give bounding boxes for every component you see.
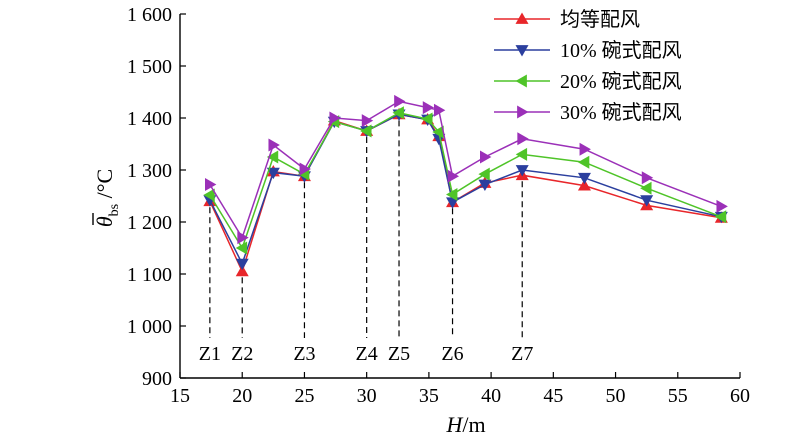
plot-area: Z1 Z2 Z3 Z4 Z5 Z6 Z7: [199, 94, 728, 365]
x-tick-label: 50: [606, 385, 626, 407]
legend-label: 10% 碗式配风: [560, 39, 682, 62]
legend-item-2: 10% 碗式配风: [494, 39, 682, 62]
y-axis-label: θbs /°C: [92, 169, 122, 227]
legend: 均等配风 10% 碗式配风 20% 碗式配风 30% 碗式配风: [494, 8, 682, 124]
x-tick-label: 55: [668, 385, 688, 407]
series-4-point: [716, 199, 728, 213]
series-1-point: [577, 179, 591, 191]
y-tick-label: 1 600: [127, 4, 172, 26]
x-axis-label-variable: H: [445, 412, 463, 437]
series-3-point: [478, 167, 490, 181]
y-axis-label-theta: θ: [92, 216, 117, 227]
y-tick-label: 1 200: [127, 212, 172, 234]
x-tick-label: 20: [232, 385, 252, 407]
y-axis-label-unit: /°C: [92, 169, 117, 204]
series-3-point: [577, 155, 590, 169]
series-3-point: [446, 187, 458, 201]
series-4-point: [480, 150, 492, 164]
zone-label-z4: Z4: [356, 343, 378, 365]
zone-label-z3: Z3: [293, 343, 315, 365]
series-2-point: [640, 195, 654, 207]
series-3: [203, 106, 727, 255]
series-4-point: [422, 101, 435, 115]
series-3-point: [432, 125, 444, 139]
series-3-point: [421, 112, 433, 126]
series-3-point: [714, 210, 727, 224]
series-4-point: [517, 132, 529, 146]
series-3-point: [266, 150, 279, 164]
series-2-point: [478, 179, 492, 192]
zone-label-z6: Z6: [441, 343, 463, 365]
series-4-point: [641, 171, 654, 185]
x-tick-label: 15: [170, 385, 190, 407]
x-axis-label: H/m: [445, 412, 485, 437]
series-4-point: [329, 111, 341, 125]
zone-label-z7: Z7: [511, 343, 533, 365]
series-3-point: [515, 147, 528, 161]
x-tick-label: 45: [543, 385, 563, 407]
y-tick-label: 1 500: [127, 56, 172, 78]
series-3-point: [235, 241, 248, 255]
y-tick-label: 1 100: [127, 264, 172, 286]
series-4-point: [299, 162, 311, 176]
series-3-point: [203, 188, 215, 202]
x-tick-label: 40: [481, 385, 501, 407]
series-4-point: [433, 103, 446, 117]
series-2-point: [515, 165, 529, 177]
series-1-point: [235, 264, 249, 277]
series-3-point: [640, 181, 652, 195]
series-1-line: [209, 113, 722, 274]
series-4-point: [579, 142, 591, 156]
y-tick-label: 1 300: [127, 160, 172, 182]
legend-marker: [515, 74, 527, 88]
series-2-point: [235, 258, 249, 271]
zone-label-z2: Z2: [231, 343, 253, 365]
legend-label: 20% 碗式配风: [560, 70, 682, 93]
legend-marker: [517, 105, 529, 119]
series-4: [204, 94, 728, 245]
series-2-point: [266, 167, 280, 180]
x-tick-label: 60: [730, 385, 750, 407]
series-2-point: [577, 172, 591, 185]
series-3-point: [360, 124, 372, 138]
legend-label: 30% 碗式配风: [560, 101, 682, 124]
svg-text:θbs /°C: θbs /°C: [92, 169, 122, 227]
series-4-point: [237, 231, 249, 245]
series-4-point: [268, 138, 280, 152]
x-tick-label: 35: [419, 385, 439, 407]
series-4-point: [204, 178, 217, 192]
legend-label: 均等配风: [560, 8, 640, 31]
series-3-point: [392, 106, 404, 120]
y-tick-label: 1 400: [127, 108, 172, 130]
legend-item-3: 20% 碗式配风: [494, 70, 682, 93]
legend-marker: [515, 12, 529, 24]
y-tick-label: 1 000: [127, 316, 172, 338]
zone-label-z1: Z1: [199, 343, 221, 365]
zone-label-z5: Z5: [388, 343, 410, 365]
x-tick-label: 30: [357, 385, 377, 407]
series-4-point: [394, 94, 406, 108]
legend-marker: [515, 45, 529, 57]
y-axis-label-subscript: bs: [107, 204, 122, 216]
axes: 15 20 25 30 35 40 45 50 55 60 900 1 000 1 100 1 200 1 …: [127, 4, 750, 407]
series-4-point: [447, 169, 460, 183]
x-axis-label-unit: /m: [462, 412, 485, 437]
legend-item-4: 30% 碗式配风: [494, 101, 682, 124]
legend-item-1: 均等配风: [494, 8, 640, 31]
series-2-point: [446, 197, 460, 209]
x-tick-label: 25: [294, 385, 314, 407]
series-4-point: [361, 114, 374, 128]
y-tick-label: 900: [142, 368, 172, 390]
